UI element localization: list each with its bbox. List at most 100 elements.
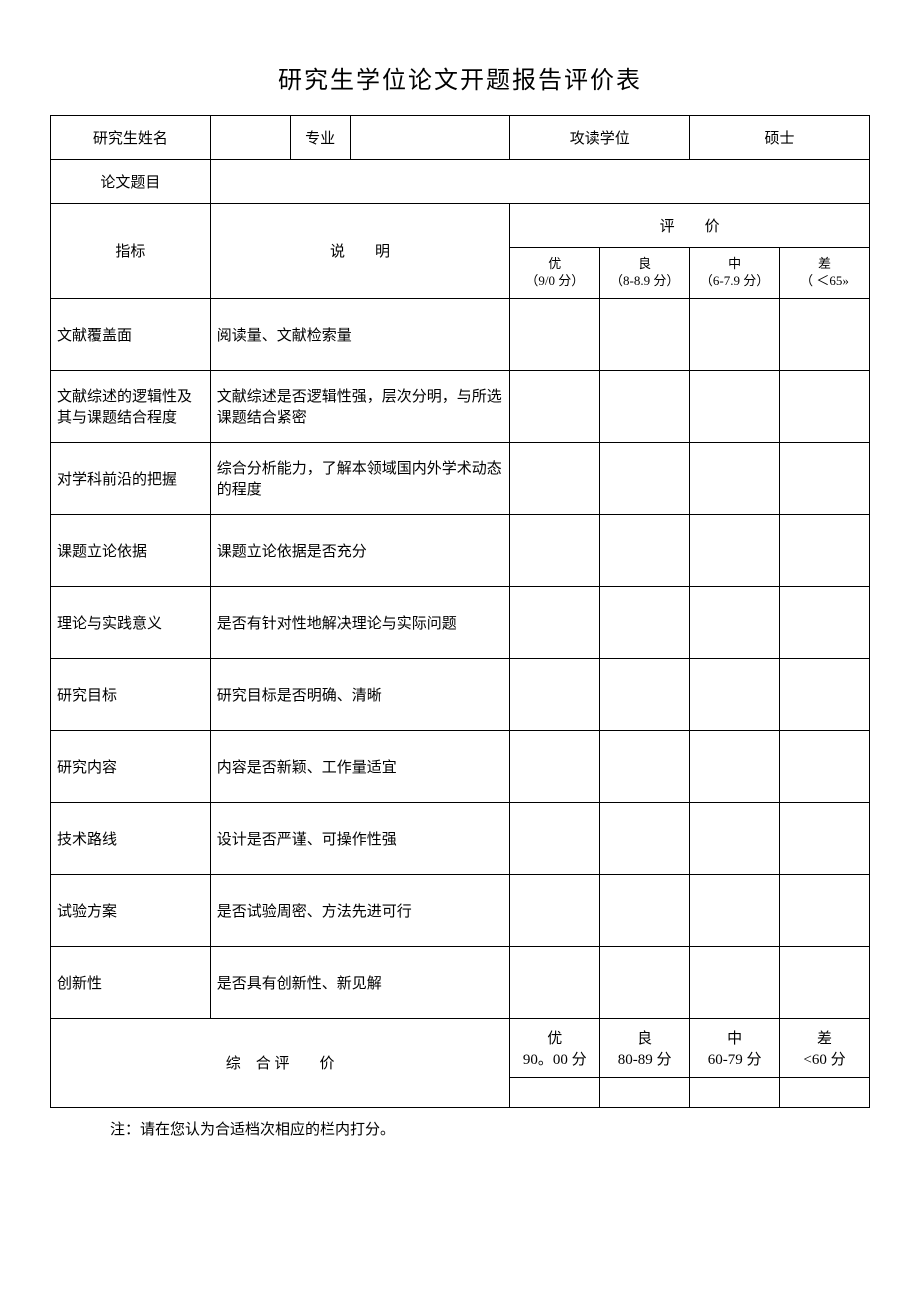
evaluation-header: 评 价	[510, 204, 870, 248]
summary-label: 综 合 评 价	[51, 1018, 510, 1107]
score-cell-excellent[interactable]	[510, 370, 600, 442]
table-row: 研究内容 内容是否新颖、工作量适宜	[51, 730, 870, 802]
summary-score-poor[interactable]	[780, 1077, 870, 1107]
description-cell: 阅读量、文献检索量	[210, 298, 510, 370]
score-cell-excellent[interactable]	[510, 802, 600, 874]
grade-range: （6-7.9 分）	[700, 273, 769, 288]
grade-name: 良	[638, 256, 651, 271]
score-cell-good[interactable]	[600, 874, 690, 946]
grade-range: （8-8.9 分）	[610, 273, 679, 288]
score-cell-medium[interactable]	[690, 730, 780, 802]
thesis-title-value	[210, 160, 869, 204]
degree-label: 攻读学位	[510, 116, 690, 160]
thesis-title-label: 论文题目	[51, 160, 211, 204]
description-cell: 研究目标是否明确、清晰	[210, 658, 510, 730]
summary-grade-good: 良 80-89 分	[600, 1018, 690, 1077]
score-cell-medium[interactable]	[690, 946, 780, 1018]
score-cell-good[interactable]	[600, 298, 690, 370]
score-cell-excellent[interactable]	[510, 658, 600, 730]
table-row: 研究目标 研究目标是否明确、清晰	[51, 658, 870, 730]
score-cell-medium[interactable]	[690, 298, 780, 370]
description-cell: 是否具有创新性、新见解	[210, 946, 510, 1018]
description-cell: 课题立论依据是否充分	[210, 514, 510, 586]
indicator-cell: 文献覆盖面	[51, 298, 211, 370]
score-cell-good[interactable]	[600, 730, 690, 802]
indicator-cell: 理论与实践意义	[51, 586, 211, 658]
score-cell-poor[interactable]	[780, 298, 870, 370]
grade-name: 优	[547, 1031, 562, 1047]
score-cell-good[interactable]	[600, 442, 690, 514]
student-name-label: 研究生姓名	[51, 116, 211, 160]
degree-value: 硕士	[690, 116, 870, 160]
summary-header-row: 综 合 评 价 优 90。00 分 良 80-89 分 中 60-79 分 差 …	[51, 1018, 870, 1077]
grade-header-medium: 中 （6-7.9 分）	[690, 248, 780, 299]
score-cell-poor[interactable]	[780, 658, 870, 730]
description-cell: 文献综述是否逻辑性强，层次分明，与所选课题结合紧密	[210, 370, 510, 442]
score-cell-excellent[interactable]	[510, 514, 600, 586]
student-name-value	[210, 116, 290, 160]
score-cell-poor[interactable]	[780, 442, 870, 514]
grade-name: 差	[817, 1031, 832, 1047]
summary-score-good[interactable]	[600, 1077, 690, 1107]
table-row: 创新性 是否具有创新性、新见解	[51, 946, 870, 1018]
table-row: 文献综述的逻辑性及其与课题结合程度 文献综述是否逻辑性强，层次分明，与所选课题结…	[51, 370, 870, 442]
summary-grade-excellent: 优 90。00 分	[510, 1018, 600, 1077]
summary-score-excellent[interactable]	[510, 1077, 600, 1107]
description-cell: 综合分析能力，了解本领域国内外学术动态的程度	[210, 442, 510, 514]
indicator-header: 指标	[51, 204, 211, 299]
indicator-cell: 文献综述的逻辑性及其与课题结合程度	[51, 370, 211, 442]
score-cell-good[interactable]	[600, 802, 690, 874]
grade-range: 60-79 分	[708, 1052, 762, 1068]
grade-name: 优	[548, 256, 561, 271]
table-row: 技术路线 设计是否严谨、可操作性强	[51, 802, 870, 874]
score-cell-excellent[interactable]	[510, 874, 600, 946]
score-cell-excellent[interactable]	[510, 586, 600, 658]
description-cell: 是否有针对性地解决理论与实际问题	[210, 586, 510, 658]
score-cell-poor[interactable]	[780, 730, 870, 802]
major-value	[350, 116, 510, 160]
score-cell-medium[interactable]	[690, 874, 780, 946]
grade-name: 差	[818, 256, 831, 271]
score-cell-poor[interactable]	[780, 514, 870, 586]
thesis-title-row: 论文题目	[51, 160, 870, 204]
grade-range: 80-89 分	[618, 1052, 672, 1068]
indicator-cell: 研究目标	[51, 658, 211, 730]
score-cell-medium[interactable]	[690, 442, 780, 514]
summary-grade-poor: 差 <60 分	[780, 1018, 870, 1077]
evaluation-table: 研究生姓名 专业 攻读学位 硕士 论文题目 指标 说 明 评 价 优 （9/0 …	[50, 115, 870, 1108]
score-cell-excellent[interactable]	[510, 442, 600, 514]
score-cell-poor[interactable]	[780, 946, 870, 1018]
grade-name: 中	[728, 256, 741, 271]
score-cell-good[interactable]	[600, 658, 690, 730]
score-cell-poor[interactable]	[780, 874, 870, 946]
indicator-cell: 技术路线	[51, 802, 211, 874]
grade-range: <60 分	[803, 1052, 845, 1068]
score-cell-good[interactable]	[600, 514, 690, 586]
grade-range: （ ＜65»	[800, 273, 849, 288]
indicator-cell: 研究内容	[51, 730, 211, 802]
score-cell-poor[interactable]	[780, 370, 870, 442]
grade-header-poor: 差 （ ＜65»	[780, 248, 870, 299]
summary-score-medium[interactable]	[690, 1077, 780, 1107]
score-cell-medium[interactable]	[690, 370, 780, 442]
score-cell-poor[interactable]	[780, 802, 870, 874]
score-cell-excellent[interactable]	[510, 298, 600, 370]
description-header: 说 明	[210, 204, 510, 299]
score-cell-medium[interactable]	[690, 514, 780, 586]
table-row: 文献覆盖面 阅读量、文献检索量	[51, 298, 870, 370]
score-cell-medium[interactable]	[690, 586, 780, 658]
column-header-row: 指标 说 明 评 价	[51, 204, 870, 248]
score-cell-good[interactable]	[600, 586, 690, 658]
score-cell-good[interactable]	[600, 946, 690, 1018]
table-row: 理论与实践意义 是否有针对性地解决理论与实际问题	[51, 586, 870, 658]
score-cell-good[interactable]	[600, 370, 690, 442]
score-cell-excellent[interactable]	[510, 730, 600, 802]
score-cell-medium[interactable]	[690, 658, 780, 730]
score-cell-medium[interactable]	[690, 802, 780, 874]
indicator-cell: 课题立论依据	[51, 514, 211, 586]
indicator-cell: 试验方案	[51, 874, 211, 946]
score-cell-poor[interactable]	[780, 586, 870, 658]
score-cell-excellent[interactable]	[510, 946, 600, 1018]
grade-name: 中	[727, 1031, 742, 1047]
description-cell: 设计是否严谨、可操作性强	[210, 802, 510, 874]
